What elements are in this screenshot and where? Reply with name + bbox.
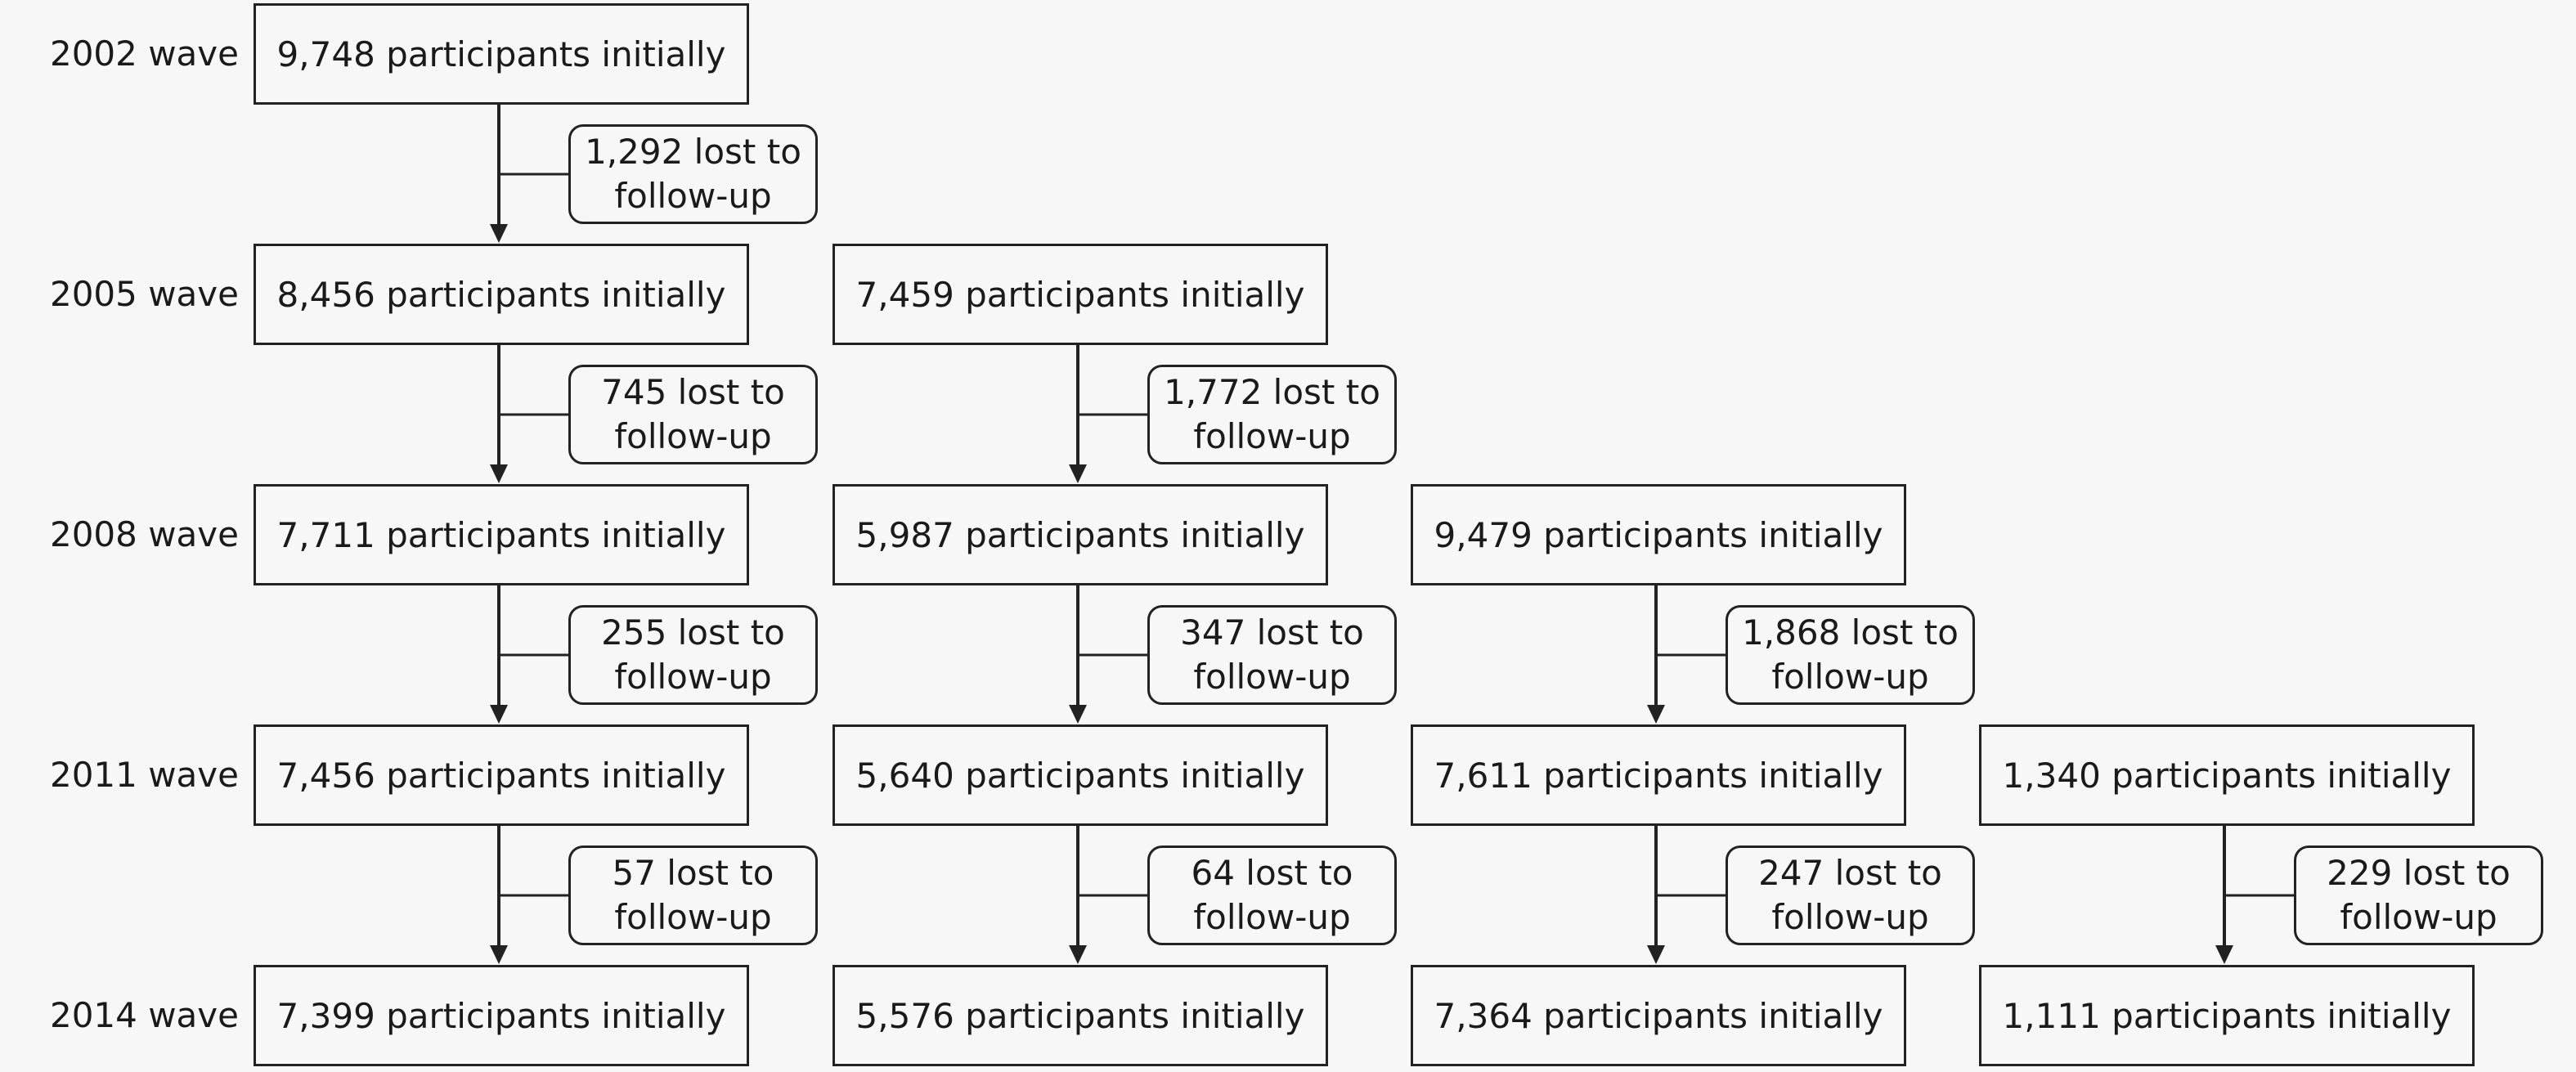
loss-box: 255 lost to follow-up xyxy=(568,605,818,705)
loss-count-text: 745 lost to xyxy=(601,372,785,412)
arrow-head-icon xyxy=(490,224,508,243)
participants-box: 8,456 participants initially xyxy=(254,244,749,345)
arrow-head-icon xyxy=(490,464,508,483)
loss-followup-text: follow-up xyxy=(614,657,772,697)
loss-count-text: 57 lost to xyxy=(612,853,774,893)
loss-followup-text: follow-up xyxy=(2340,897,2497,937)
participants-box: 5,640 participants initially xyxy=(832,724,1328,826)
participants-box: 7,456 participants initially xyxy=(254,724,749,826)
loss-box: 1,292 lost to follow-up xyxy=(568,124,818,224)
participants-box: 5,987 participants initially xyxy=(832,484,1328,585)
loss-box: 1,868 lost to follow-up xyxy=(1726,605,1975,705)
arrow-head-icon xyxy=(1647,945,1665,964)
loss-count-text: 1,868 lost to xyxy=(1742,612,1959,653)
loss-followup-text: follow-up xyxy=(614,897,772,937)
participants-box: 1,340 participants initially xyxy=(1979,724,2475,826)
loss-count-text: 1,292 lost to xyxy=(585,132,801,172)
loss-followup-text: follow-up xyxy=(1193,416,1351,456)
participants-box: 7,459 participants initially xyxy=(832,244,1328,345)
wave-label: 2011 wave xyxy=(49,755,239,795)
wave-label: 2008 wave xyxy=(49,514,239,554)
loss-count-text: 347 lost to xyxy=(1180,612,1364,653)
loss-box: 64 lost to follow-up xyxy=(1147,845,1397,945)
loss-box: 229 lost to follow-up xyxy=(2294,845,2543,945)
participants-box: 9,479 participants initially xyxy=(1411,484,1906,585)
loss-box: 745 lost to follow-up xyxy=(568,365,818,464)
loss-count-text: 64 lost to xyxy=(1191,853,1353,893)
loss-count-text: 229 lost to xyxy=(2327,853,2511,893)
wave-label: 2002 wave xyxy=(49,34,239,74)
arrow-head-icon xyxy=(1069,464,1087,483)
loss-followup-text: follow-up xyxy=(1193,657,1351,697)
loss-followup-text: follow-up xyxy=(614,416,772,456)
loss-count-text: 1,772 lost to xyxy=(1164,372,1380,412)
participants-box: 7,399 participants initially xyxy=(254,965,749,1066)
arrow-head-icon xyxy=(1069,705,1087,724)
participants-box: 7,611 participants initially xyxy=(1411,724,1906,826)
loss-box: 347 lost to follow-up xyxy=(1147,605,1397,705)
loss-box: 1,772 lost to follow-up xyxy=(1147,365,1397,464)
loss-box: 247 lost to follow-up xyxy=(1726,845,1975,945)
loss-followup-text: follow-up xyxy=(614,176,772,216)
participants-box: 7,364 participants initially xyxy=(1411,965,1906,1066)
loss-count-text: 247 lost to xyxy=(1758,853,1942,893)
participants-box: 1,111 participants initially xyxy=(1979,965,2475,1066)
wave-label: 2014 wave xyxy=(49,995,239,1035)
loss-box: 57 lost to follow-up xyxy=(568,845,818,945)
participants-box: 5,576 participants initially xyxy=(832,965,1328,1066)
wave-label: 2005 wave xyxy=(49,274,239,314)
participants-box: 7,711 participants initially xyxy=(254,484,749,585)
participants-box: 9,748 participants initially xyxy=(254,3,749,105)
arrow-head-icon xyxy=(490,705,508,724)
arrow-head-icon xyxy=(490,945,508,964)
loss-followup-text: follow-up xyxy=(1193,897,1351,937)
loss-count-text: 255 lost to xyxy=(601,612,785,653)
arrow-head-icon xyxy=(1069,945,1087,964)
arrow-head-icon xyxy=(1647,705,1665,724)
loss-followup-text: follow-up xyxy=(1771,897,1929,937)
arrow-head-icon xyxy=(2215,945,2233,964)
loss-followup-text: follow-up xyxy=(1771,657,1929,697)
